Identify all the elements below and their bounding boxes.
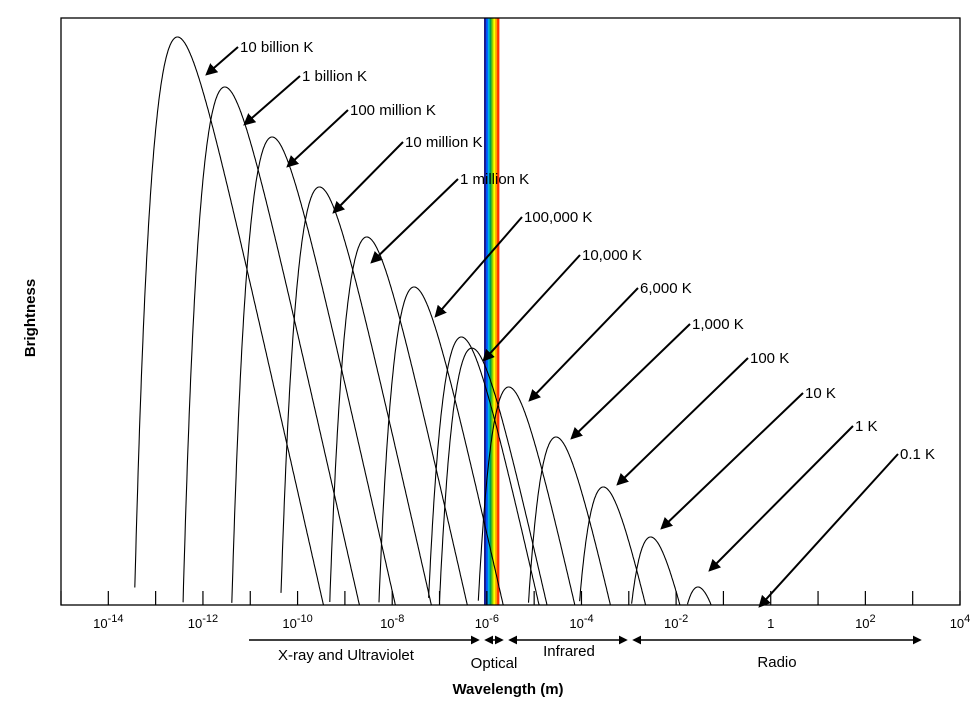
curve-label: 1 million K: [460, 171, 529, 188]
curve-label-arrow: [205, 46, 239, 76]
curve-label: 100,000 K: [524, 209, 592, 226]
curve-label: 10 million K: [405, 134, 483, 151]
curve-label-arrow: [370, 178, 459, 264]
x-axis-tick-labels: 10-14 10-12 10-10 10-8 10-6 10-4 10-2 1 102 104: [93, 613, 970, 631]
curve-label-arrow: [332, 141, 404, 214]
blackbody-curve: [378, 286, 504, 606]
blackbody-curve: [631, 536, 699, 606]
wavelength-bands: X-ray and Ultraviolet Optical Infrared Radi…: [249, 635, 922, 672]
x-tick-label: 10-10: [282, 613, 312, 631]
curve-label-arrow: [570, 323, 691, 440]
curve-label-arrows: [205, 46, 899, 608]
curve-label: 10 billion K: [240, 39, 313, 56]
spectrum-stripe: [484, 18, 487, 605]
blackbody-curve: [182, 86, 361, 606]
curve-label-arrow: [434, 216, 523, 318]
spectrum-stripe: [487, 18, 491, 605]
x-tick-label: 10-12: [188, 613, 218, 631]
band-label: X-ray and Ultraviolet: [278, 647, 415, 664]
curve-label: 6,000 K: [640, 280, 692, 297]
curve-label-arrow: [708, 425, 854, 572]
blackbody-curve: [527, 436, 612, 606]
curve-label: 1 K: [855, 418, 878, 435]
curve-label: 0.1 K: [900, 446, 935, 463]
spectrum-stripe: [497, 18, 500, 605]
x-axis-ticks: [60, 591, 961, 605]
curve-label-arrow: [286, 109, 349, 168]
blackbody-curve: [579, 486, 651, 606]
curve-label: 10,000 K: [582, 247, 642, 264]
blackbody-curve: [686, 586, 746, 606]
blackbody-curve: [231, 136, 397, 606]
blackbody-curve: [134, 36, 325, 606]
curve-label: 10 K: [805, 385, 836, 402]
curve-labels: 10 billion K 1 billion K 100 million K 10 m…: [240, 39, 935, 463]
spectrum-stripe: [491, 18, 494, 605]
x-axis-title: Wavelength (m): [452, 681, 563, 698]
curve-label-arrow: [482, 254, 581, 362]
curve-label: 100 million K: [350, 102, 436, 119]
optical-spectrum-band: [484, 18, 500, 605]
band-label: Radio: [757, 654, 796, 671]
x-tick-label: 10-2: [664, 613, 688, 631]
x-tick-label: 104: [950, 613, 971, 631]
x-tick-label: 102: [855, 613, 876, 631]
blackbody-curve: [477, 386, 576, 606]
x-tick-label: 10-6: [475, 613, 499, 631]
spectrum-stripe: [485, 18, 489, 605]
y-axis-title: Brightness: [22, 279, 39, 357]
curve-label: 1 billion K: [302, 68, 367, 85]
blackbody-curve: [438, 347, 548, 606]
blackbody-curve: [428, 336, 540, 606]
blackbody-curve: [329, 236, 468, 606]
curve-label-arrow: [528, 287, 639, 402]
curve-label: 100 K: [750, 350, 789, 367]
x-tick-label: 10-4: [569, 613, 593, 631]
x-tick-label: 10-14: [93, 613, 123, 631]
spectrum-stripe: [495, 18, 498, 605]
curve-label-arrow: [660, 392, 804, 530]
spectrum-stripe: [493, 18, 496, 605]
curve-label-arrow: [616, 357, 749, 486]
blackbody-curve: [280, 186, 433, 606]
curve-label-arrow: [758, 453, 899, 608]
curve-label: 1,000 K: [692, 316, 744, 333]
plot-frame: [60, 17, 961, 606]
x-tick-label: 1: [767, 616, 774, 631]
spectrum-stripe: [489, 18, 492, 605]
x-tick-label: 10-8: [380, 613, 404, 631]
blackbody-curves: [134, 36, 746, 606]
curve-label-arrow: [243, 75, 301, 126]
band-label: Optical: [471, 655, 518, 672]
band-label: Infrared: [543, 643, 595, 660]
